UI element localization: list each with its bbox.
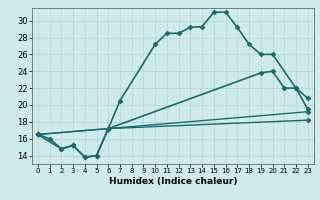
X-axis label: Humidex (Indice chaleur): Humidex (Indice chaleur) [108,177,237,186]
